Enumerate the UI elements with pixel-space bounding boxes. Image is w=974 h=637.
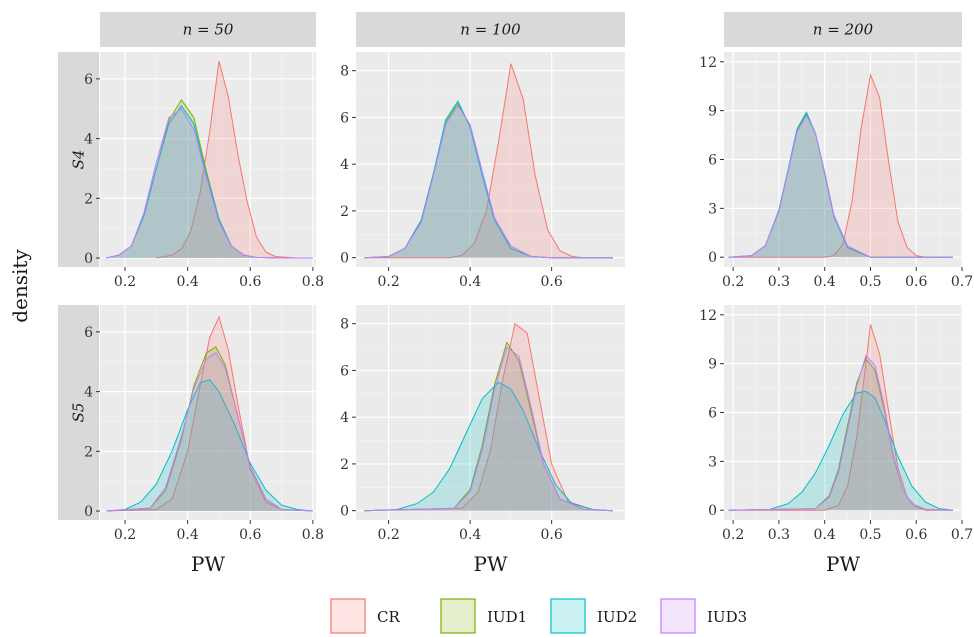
x-tick-label: 0.2 bbox=[377, 274, 399, 290]
y-tick-label: 12 bbox=[699, 308, 717, 324]
y-tick-label: 9 bbox=[708, 104, 717, 120]
x-tick-label: 0.4 bbox=[177, 527, 199, 543]
x-tick-label: 0.5 bbox=[859, 274, 881, 290]
legend-key-iud1 bbox=[441, 599, 475, 633]
x-tick-label: 0.2 bbox=[722, 527, 744, 543]
y-tick-label: 2 bbox=[84, 191, 93, 207]
y-tick-label: 12 bbox=[699, 55, 717, 71]
x-tick-label: 0.2 bbox=[114, 274, 136, 290]
y-tick-label: 3 bbox=[708, 454, 717, 470]
x-tick-label: 0.3 bbox=[768, 527, 790, 543]
y-tick-label: 9 bbox=[708, 357, 717, 373]
y-tick-label: 8 bbox=[340, 317, 349, 333]
y-tick-label: 4 bbox=[340, 157, 349, 173]
x-tick-label: 0.2 bbox=[114, 527, 136, 543]
y-tick-label: 6 bbox=[84, 325, 93, 341]
x-tick-label: 0.4 bbox=[814, 527, 836, 543]
x-tick-label: 0.5 bbox=[859, 527, 881, 543]
legend-label-iud1: IUD1 bbox=[487, 608, 527, 626]
y-tick-label: 6 bbox=[84, 72, 93, 88]
y-tick-label: 6 bbox=[340, 110, 349, 126]
y-tick-label: 2 bbox=[84, 444, 93, 460]
y-tick-label: 8 bbox=[340, 64, 349, 80]
x-tick-label: 0.8 bbox=[302, 274, 324, 290]
column-strip-label: n = 100 bbox=[460, 21, 521, 39]
x-tick-label: 0.4 bbox=[459, 527, 481, 543]
x-tick-label: 0.4 bbox=[177, 274, 199, 290]
y-tick-label: 0 bbox=[708, 503, 717, 519]
x-tick-label: 0.4 bbox=[814, 274, 836, 290]
x-axis-title: PW bbox=[473, 552, 507, 576]
row-strip-label: S5 bbox=[70, 403, 88, 423]
x-axis-title: PW bbox=[191, 552, 225, 576]
legend-label-iud2: IUD2 bbox=[597, 608, 637, 626]
y-tick-label: 6 bbox=[708, 153, 717, 169]
column-strip-label: n = 200 bbox=[813, 21, 874, 39]
x-tick-label: 0.6 bbox=[541, 274, 563, 290]
legend-label-iud3: IUD3 bbox=[707, 608, 747, 626]
row-strip-label: S4 bbox=[70, 150, 88, 170]
column-strip-label: n = 50 bbox=[183, 21, 234, 39]
y-tick-label: 0 bbox=[84, 251, 93, 267]
y-tick-label: 6 bbox=[708, 406, 717, 422]
y-tick-label: 0 bbox=[708, 250, 717, 266]
x-tick-label: 0.4 bbox=[459, 274, 481, 290]
legend-key-iud3 bbox=[661, 599, 695, 633]
y-tick-label: 0 bbox=[340, 504, 349, 520]
y-tick-label: 2 bbox=[340, 457, 349, 473]
x-tick-label: 0.2 bbox=[377, 527, 399, 543]
x-tick-label: 0.6 bbox=[239, 274, 261, 290]
y-tick-label: 4 bbox=[84, 132, 93, 148]
x-tick-label: 0.8 bbox=[302, 527, 324, 543]
y-axis-title: density bbox=[8, 249, 32, 323]
x-tick-label: 0.6 bbox=[905, 527, 927, 543]
x-tick-label: 0.3 bbox=[768, 274, 790, 290]
y-tick-label: 6 bbox=[340, 363, 349, 379]
y-tick-label: 0 bbox=[84, 504, 93, 520]
legend-key-cr bbox=[331, 599, 365, 633]
y-tick-label: 3 bbox=[708, 201, 717, 217]
legend-label-cr: CR bbox=[377, 608, 400, 626]
x-tick-label: 0.2 bbox=[722, 274, 744, 290]
x-tick-label: 0.6 bbox=[239, 527, 261, 543]
y-tick-label: 4 bbox=[84, 385, 93, 401]
legend-key-iud2 bbox=[551, 599, 585, 633]
x-tick-label: 0.7 bbox=[951, 527, 973, 543]
x-tick-label: 0.7 bbox=[951, 274, 973, 290]
x-tick-label: 0.6 bbox=[905, 274, 927, 290]
x-axis-title: PW bbox=[826, 552, 860, 576]
y-tick-label: 4 bbox=[340, 410, 349, 426]
y-tick-label: 2 bbox=[340, 204, 349, 220]
x-tick-label: 0.6 bbox=[541, 527, 563, 543]
y-tick-label: 0 bbox=[340, 251, 349, 267]
